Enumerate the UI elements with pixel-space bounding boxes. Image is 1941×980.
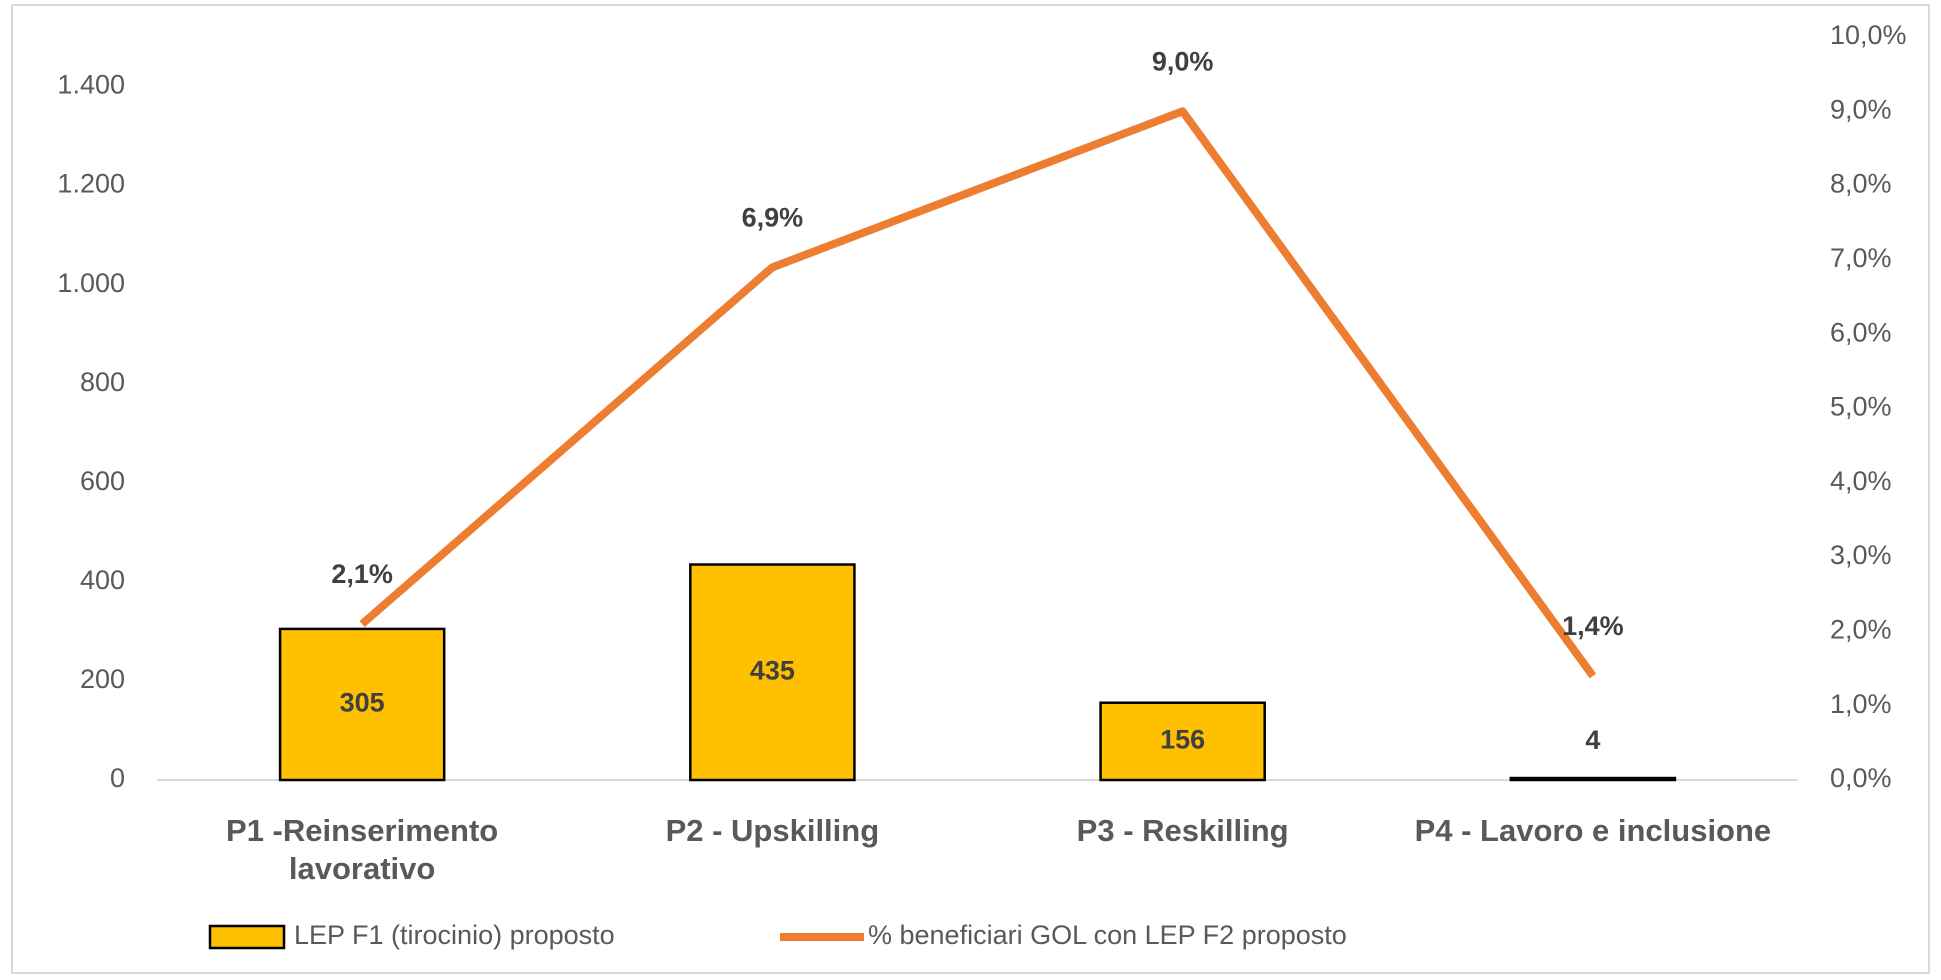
y2-tick-label: 3,0% [1830, 540, 1892, 570]
y-tick-label: 1.000 [57, 268, 125, 298]
y2-tick-label: 0,0% [1830, 763, 1892, 793]
x-tick-label: P1 -Reinserimento lavorativo [226, 813, 499, 886]
legend-label: % beneficiari GOL con LEP F2 proposto [868, 920, 1347, 950]
y-tick-label: 1.400 [57, 70, 125, 100]
y2-tick-label: 2,0% [1830, 615, 1892, 645]
data-label: 1,4% [1562, 611, 1624, 641]
data-label: 435 [750, 655, 795, 685]
x-tick-label: P3 - Reskilling [1076, 813, 1289, 848]
y-tick-label: 0 [110, 763, 125, 793]
y-tick-label: 800 [80, 367, 125, 397]
x-tick-label: P4 - Lavoro e inclusione [1414, 813, 1772, 848]
bar [1509, 776, 1677, 782]
bar [689, 563, 856, 782]
y2-tick-label: 5,0% [1830, 392, 1892, 422]
legend-label: LEP F1 (tirocinio) proposto [294, 920, 615, 950]
y-tick-label: 200 [80, 664, 125, 694]
data-label: 156 [1160, 724, 1205, 754]
y-tick-label: 600 [80, 466, 125, 496]
y-tick-label: 400 [80, 565, 125, 595]
data-label: 6,9% [742, 202, 804, 232]
data-label: 9,0% [1152, 46, 1214, 76]
bar [1099, 701, 1266, 782]
y2-tick-label: 4,0% [1830, 466, 1892, 496]
chart-frame [11, 4, 1930, 974]
data-label: 4 [1585, 725, 1600, 755]
y2-tick-label: 7,0% [1830, 243, 1892, 273]
line [359, 107, 1597, 679]
y-tick-label: 1.200 [57, 169, 125, 199]
data-label: 2,1% [331, 559, 393, 589]
y2-tick-label: 1,0% [1830, 689, 1892, 719]
data-label: 305 [340, 688, 385, 718]
bar [278, 627, 446, 782]
y2-tick-label: 9,0% [1830, 94, 1892, 124]
y2-tick-label: 8,0% [1830, 169, 1892, 199]
x-tick-label: P2 - Upskilling [665, 813, 880, 848]
legend-swatch [208, 924, 286, 950]
y2-tick-label: 10,0% [1830, 20, 1907, 50]
y2-tick-label: 6,0% [1830, 317, 1892, 347]
